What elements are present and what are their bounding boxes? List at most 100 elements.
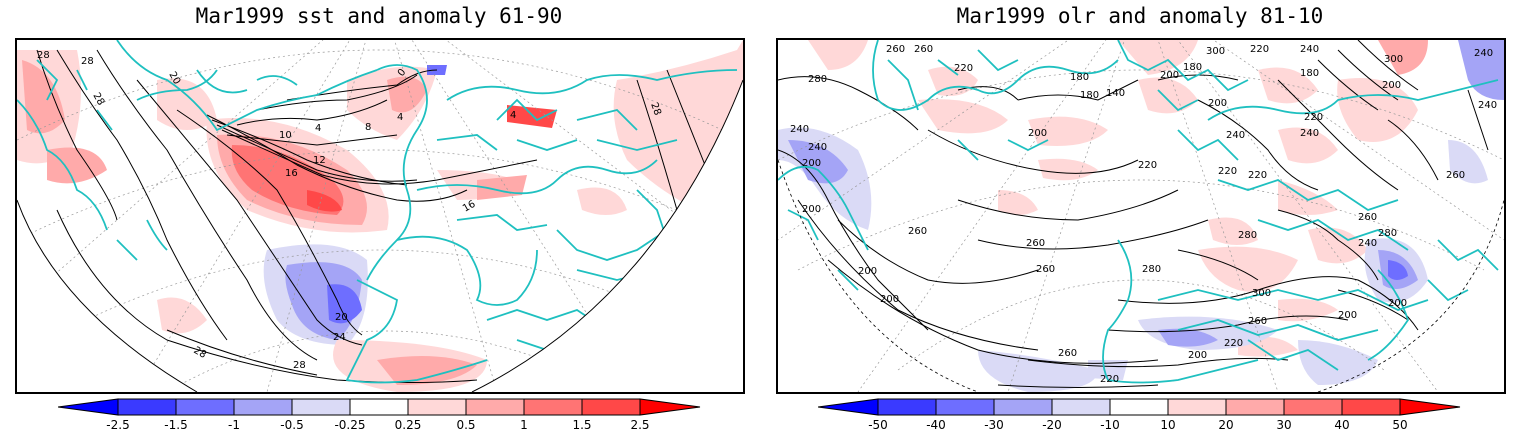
olr-contour-label: 200 — [1188, 350, 1207, 361]
olr-contour-label: 240 — [1478, 100, 1497, 111]
colorbar-tick-label: 40 — [1334, 418, 1350, 432]
olr-contour-label: 280 — [1142, 264, 1161, 275]
colorbar-tick-label: 10 — [1160, 418, 1176, 432]
olr-contour-label: 220 — [1218, 166, 1237, 177]
olr-contour-label: 300 — [1206, 46, 1225, 57]
olr-contour-label: 260 — [914, 44, 933, 55]
olr-contour-label: 260 — [1026, 238, 1045, 249]
sst-contour-label: 4 — [315, 123, 321, 134]
sst-contour-label: 28 — [90, 91, 106, 108]
olr-contour-label: 200 — [858, 266, 877, 277]
colorbar-swatch — [1167, 398, 1227, 416]
sst-contour-label: 16 — [461, 199, 478, 215]
colorbar-swatch — [581, 398, 641, 416]
colorbar-swatch — [233, 398, 293, 416]
colorbar-tick-label: 1.5 — [572, 418, 592, 432]
olr-contour-label: 280 — [1238, 230, 1257, 241]
sst-anomaly-shading — [17, 40, 743, 392]
colorbar-tick-label: 20 — [1218, 418, 1234, 432]
olr-contour-label: 260 — [1446, 170, 1465, 181]
olr-contour-label: 200 — [1382, 80, 1401, 91]
sst-contours — [36, 49, 708, 383]
olr-contour-label: 200 — [1028, 128, 1047, 139]
sst-contour-label: 8 — [365, 122, 371, 133]
colorbar-swatch — [935, 398, 995, 416]
colorbar-swatch — [1283, 398, 1343, 416]
olr-contour-label: 220 — [1304, 112, 1323, 123]
olr-contour-label: 200 — [1208, 98, 1227, 109]
olr-contour-label: 240 — [1226, 130, 1245, 141]
colorbar-swatch — [523, 398, 583, 416]
colorbar-tick-label: -10 — [1100, 418, 1120, 432]
olr-contour-label: 240 — [1358, 238, 1377, 249]
graticule — [778, 40, 1504, 392]
colorbar-tick-label: -0.25 — [334, 418, 366, 432]
olr-anomaly-shading — [778, 40, 1504, 392]
colorbar-tick-label: -30 — [984, 418, 1004, 432]
colorbar-tick-label: -40 — [926, 418, 946, 432]
coastlines — [778, 40, 1499, 384]
colorbar-swatch — [465, 398, 525, 416]
colorbar-tick-label: -50 — [868, 418, 888, 432]
colorbar-swatch — [58, 398, 119, 416]
colorbar-swatch — [1051, 398, 1111, 416]
olr-contour-label: 180 — [1300, 68, 1319, 79]
sst-contour-label: 4 — [397, 112, 403, 123]
olr-contour-label: 300 — [1252, 288, 1271, 299]
sst-contour-label: 28 — [81, 56, 94, 67]
colorbar-swatch — [291, 398, 351, 416]
olr-contour-labels: 260 260 220 180 180 140 200 180 300 220 … — [790, 44, 1497, 385]
sst-contour-label: 12 — [313, 155, 326, 166]
colorbar-swatch — [993, 398, 1053, 416]
colorbar-swatch — [407, 398, 467, 416]
colorbar-swatch — [349, 398, 409, 416]
olr-contour-label: 300 — [1384, 54, 1403, 65]
sst-contour-label: 0 — [396, 67, 409, 79]
olr-contour-label: 200 — [1160, 70, 1179, 81]
olr-contour-label: 220 — [1248, 170, 1267, 181]
colorbar-tick-label: -0.5 — [280, 418, 304, 432]
left-colorbar — [58, 398, 701, 416]
olr-contour-label: 200 — [1338, 310, 1357, 321]
olr-contour-label: 200 — [1388, 298, 1407, 309]
sst-contour-label: 28 — [192, 345, 209, 361]
olr-contour-label: 220 — [1224, 338, 1243, 349]
sst-contour-label: 24 — [333, 332, 346, 343]
olr-contour-label: 280 — [808, 74, 827, 85]
colorbar-swatch — [1109, 398, 1169, 416]
olr-contour-label: 260 — [908, 226, 927, 237]
olr-contour-label: 200 — [802, 158, 821, 169]
olr-contour-label: 260 — [1036, 264, 1055, 275]
olr-contour-label: 200 — [880, 294, 899, 305]
right-map: 260 260 220 180 180 140 200 180 300 220 … — [776, 38, 1506, 394]
olr-contour-label: 180 — [1183, 62, 1202, 73]
right-colorbar — [818, 398, 1461, 416]
colorbar-swatch — [818, 398, 879, 416]
olr-contour-label: 240 — [1474, 48, 1493, 59]
colorbar-swatch — [639, 398, 701, 416]
colorbar-swatch — [1341, 398, 1401, 416]
olr-contour-label: 140 — [1106, 88, 1125, 99]
olr-contour-label: 180 — [1070, 72, 1089, 83]
sst-contour-label: 28 — [37, 50, 50, 61]
olr-contour-label: 240 — [808, 142, 827, 153]
colorbar-swatch — [1399, 398, 1461, 416]
left-panel-title: Mar1999 sst and anomaly 61-90 — [195, 4, 563, 28]
colorbar-tick-label: 50 — [1392, 418, 1408, 432]
left-map: 28 28 28 20 28 0 4 8 10 12 16 16 4 20 24… — [15, 38, 745, 394]
olr-contour-label: 220 — [954, 63, 973, 74]
colorbar-tick-label: -20 — [1042, 418, 1062, 432]
olr-contour-label: 240 — [790, 124, 809, 135]
olr-contour-label: 220 — [1250, 44, 1269, 55]
olr-contour-label: 180 — [1080, 90, 1099, 101]
sst-contour-label: 16 — [285, 168, 298, 179]
colorbar-tick-label: 2.5 — [630, 418, 650, 432]
colorbar-tick-label: -1.5 — [164, 418, 188, 432]
colorbar-swatch — [175, 398, 235, 416]
sst-contour-label: 10 — [279, 130, 292, 141]
colorbar-tick-label: 0.25 — [394, 418, 422, 432]
colorbar-tick-label: 1 — [520, 418, 528, 432]
colorbar-swatch — [1225, 398, 1285, 416]
olr-contour-label: 240 — [1300, 128, 1319, 139]
olr-contour-label: 260 — [886, 44, 905, 55]
